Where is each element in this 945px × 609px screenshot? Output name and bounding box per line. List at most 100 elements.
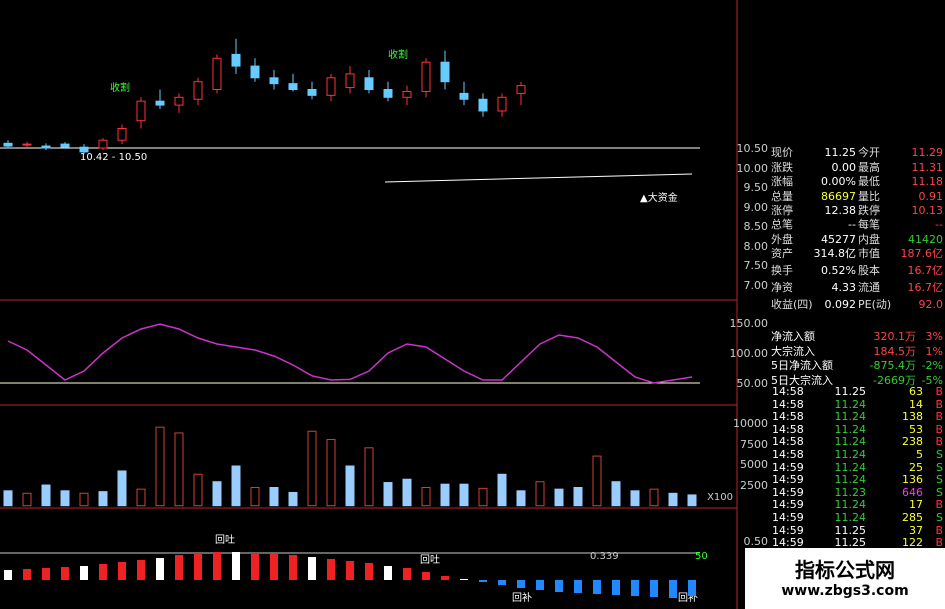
candle-body xyxy=(136,100,146,122)
volume-bar xyxy=(440,483,450,507)
volume-bar xyxy=(478,487,488,507)
annotation: 回吐 xyxy=(420,554,440,566)
volume-bar xyxy=(459,483,469,507)
hist-bar xyxy=(270,554,278,580)
axis-label: 0.50 xyxy=(743,535,769,548)
volume-bar xyxy=(41,484,51,507)
quote-value: 11.31 xyxy=(911,161,944,174)
flow-pct: 1% xyxy=(925,344,943,358)
candle-body xyxy=(98,139,108,149)
volume-bar xyxy=(402,478,412,507)
trade-side: S xyxy=(936,485,943,499)
hist-bar xyxy=(156,558,164,580)
trade-time: 14:58 xyxy=(772,385,804,398)
trade-volume: 37 xyxy=(909,523,923,537)
candle-body xyxy=(60,143,70,148)
trade-price: 11.24 xyxy=(834,397,867,411)
trade-price: 11.24 xyxy=(834,498,867,512)
hist-bar xyxy=(574,580,582,593)
hist-bar xyxy=(555,580,563,592)
flow-label: 5日净流入额 xyxy=(771,359,833,372)
trade-time: 14:58 xyxy=(772,397,804,411)
volume-bar xyxy=(535,481,545,507)
quote-value: 16.7亿 xyxy=(907,264,944,277)
candle-body xyxy=(421,61,431,92)
hist-bar xyxy=(327,559,335,580)
quote-label: 跌停 xyxy=(858,204,880,217)
quote-value: 92.0 xyxy=(918,298,944,311)
volume-bar xyxy=(516,490,526,507)
axis-label: 5000 xyxy=(740,458,768,472)
volume-bar xyxy=(98,491,108,507)
hist-bar xyxy=(118,562,126,580)
trade-side: B xyxy=(935,410,943,424)
quote-label: 总量 xyxy=(771,190,793,203)
candle-body xyxy=(326,77,336,96)
quote-value: 16.7亿 xyxy=(907,281,944,294)
hist-bar xyxy=(422,572,430,580)
hist-bar xyxy=(175,555,183,580)
hist-bar xyxy=(669,580,677,598)
hist-bar xyxy=(384,566,392,580)
candle-body xyxy=(307,89,317,96)
trade-volume: 122 xyxy=(902,536,923,550)
quote-label: 股本 xyxy=(858,264,880,277)
quote-label: 涨幅 xyxy=(771,175,793,188)
trade-time: 14:59 xyxy=(772,498,804,512)
hist-bar xyxy=(308,557,316,580)
hist-bar xyxy=(99,564,107,580)
volume-bar xyxy=(288,491,298,507)
quote-label: 外盘 xyxy=(771,233,793,246)
quote-label: PE(动) xyxy=(858,298,892,311)
trade-time: 14:58 xyxy=(772,422,804,436)
trade-time: 14:59 xyxy=(772,511,804,524)
hist-bar xyxy=(213,552,221,580)
axis-label: 100.00 xyxy=(729,347,769,360)
hist-bar xyxy=(289,555,297,580)
axis-label: 50.00 xyxy=(736,377,769,390)
trade-time: 14:58 xyxy=(772,448,804,461)
volume-bar xyxy=(250,487,260,507)
trade-volume: 646 xyxy=(902,485,923,499)
candle-body xyxy=(478,98,488,112)
trade-volume: 5 xyxy=(916,448,923,461)
quote-value: 45277 xyxy=(821,233,856,246)
quote-label: 现价 xyxy=(771,146,793,159)
candle-body xyxy=(193,81,203,100)
trade-price: 11.24 xyxy=(834,511,867,524)
trade-volume: 25 xyxy=(909,460,923,474)
candle-body xyxy=(383,89,393,98)
hist-bar xyxy=(403,568,411,580)
hist-bar xyxy=(460,579,468,580)
volume-bar xyxy=(117,470,127,507)
quote-label: 净资 xyxy=(771,281,793,294)
hist-bar xyxy=(517,580,525,588)
trade-side: B xyxy=(935,523,943,537)
candle-body xyxy=(497,96,507,112)
trade-price: 11.25 xyxy=(834,385,867,398)
trade-volume: 238 xyxy=(902,435,923,449)
trade-price: 11.24 xyxy=(834,448,867,461)
quote-value: 86697 xyxy=(821,190,856,203)
volume-bar xyxy=(307,430,317,507)
trade-side: B xyxy=(935,422,943,436)
hist-bar xyxy=(23,569,31,580)
volume-bar xyxy=(174,432,184,507)
quote-label: 流通 xyxy=(858,281,880,294)
candle-body xyxy=(364,77,374,91)
quote-label: 收益(四) xyxy=(771,298,813,311)
trade-side: S xyxy=(936,511,943,524)
axis-label: 2500 xyxy=(740,479,768,493)
trade-price: 11.25 xyxy=(834,536,867,550)
candle-body xyxy=(288,83,298,91)
volume-bar xyxy=(668,492,678,507)
hist-bar xyxy=(346,561,354,580)
trade-volume: 63 xyxy=(909,385,923,398)
quote-value: 11.25 xyxy=(824,146,857,159)
annotation: 0.339 xyxy=(590,551,619,562)
trade-volume: 136 xyxy=(902,473,923,487)
osc-line xyxy=(7,323,693,384)
trend-line xyxy=(384,173,693,183)
flow-value: -875.4万 xyxy=(869,359,916,372)
